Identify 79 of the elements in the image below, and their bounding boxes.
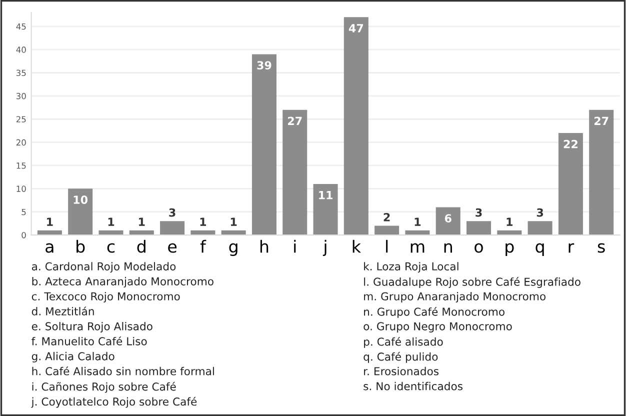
x-tick-label: p: [506, 243, 514, 256]
text: m. Grupo Anaranjado Monocromo: [364, 292, 546, 303]
y-tick-label: 0: [22, 232, 26, 238]
bar: [558, 133, 583, 236]
text: q. Café pulido: [364, 352, 438, 363]
x-tick-label: g: [229, 243, 238, 256]
text: n. Grupo Café Monocromo: [364, 307, 504, 318]
bar: [589, 110, 614, 236]
x-tick-label: j: [322, 240, 326, 256]
x-tick-label: s: [598, 243, 605, 253]
data-label: 27: [288, 116, 302, 125]
x-tick-label: k: [352, 240, 361, 253]
bar: [374, 226, 400, 236]
bar: [436, 207, 460, 236]
text: g. Alicia Calado: [32, 352, 114, 362]
bar: [528, 221, 552, 236]
data-label: 1: [139, 218, 145, 226]
y-tick-label: 25: [16, 116, 26, 122]
data-label: 1: [108, 218, 114, 226]
data-label: 1: [230, 218, 237, 226]
y-tick-label: 10: [16, 186, 26, 192]
x-tick-label: a: [46, 243, 54, 253]
bar: [252, 54, 276, 236]
data-label: 1: [414, 218, 421, 226]
text: k. Loza Roja Local: [364, 262, 458, 273]
data-label: 3: [536, 208, 544, 217]
data-label: 22: [564, 140, 578, 148]
x-tick-label: d: [137, 240, 146, 253]
text: j. Coyotlatelco Rojo sobre Café: [31, 396, 197, 408]
text: i. Cañones Rojo sobre Café: [32, 382, 176, 393]
bar: [160, 221, 185, 236]
x-tick-label: b: [76, 240, 85, 253]
x-tick-label: i: [294, 240, 296, 253]
y-tick-label: 30: [16, 92, 26, 100]
x-tick-label: q: [536, 243, 544, 256]
data-label: 1: [47, 218, 53, 226]
text: d. Meztitlán: [32, 306, 94, 316]
y-tick-label: 45: [16, 23, 26, 30]
text: b. Azteca Anaranjado Monocromo: [32, 277, 214, 288]
text: f. Manuelito Café Liso: [32, 336, 147, 346]
text: e. Soltura Rojo Alisado: [32, 322, 152, 332]
data-label: 10: [74, 196, 88, 204]
y-tick-label: 40: [16, 46, 26, 53]
x-tick-label: n: [444, 243, 452, 253]
bar: [313, 184, 338, 236]
data-label: 2: [384, 212, 390, 222]
x-tick-label: e: [168, 243, 177, 253]
data-label: 27: [594, 116, 608, 125]
data-label: 1: [506, 218, 513, 226]
y-tick-label: 15: [16, 162, 26, 169]
text: l. Guadalupe Rojo sobre Café Esgrafiado: [364, 277, 580, 288]
bar: [466, 221, 492, 236]
text: p. Café alisado: [364, 336, 443, 348]
y-tick-label: 5: [22, 208, 26, 216]
x-tick-label: o: [474, 243, 483, 253]
data-label: 6: [444, 214, 452, 222]
data-label: 3: [169, 208, 176, 217]
data-label: 3: [476, 208, 482, 217]
text: c. Texcoco Rojo Monocromo: [32, 292, 180, 303]
text: a. Cardonal Rojo Modelado: [32, 262, 176, 273]
bar: [282, 110, 308, 236]
y-tick-label: 35: [16, 70, 26, 76]
data-label: 39: [257, 61, 272, 70]
text: o. Grupo Negro Monocromo: [364, 322, 512, 332]
bar: [344, 17, 368, 236]
text: s. No identificados: [364, 382, 462, 390]
y-tick-label: 20: [16, 139, 26, 146]
data-label: 11: [319, 191, 332, 200]
data-label: 47: [348, 24, 364, 32]
data-label: 1: [200, 218, 206, 226]
x-tick-label: r: [568, 243, 574, 253]
x-tick-label: h: [260, 240, 268, 253]
x-tick-label: c: [107, 243, 115, 253]
x-tick-label: f: [200, 240, 206, 253]
bar: [68, 188, 93, 236]
x-tick-label: l: [386, 240, 388, 253]
x-tick-label: m: [410, 243, 424, 253]
text: r. Erosionados: [364, 366, 439, 376]
text: h. Café Alisado sin nombre formal: [32, 366, 214, 376]
